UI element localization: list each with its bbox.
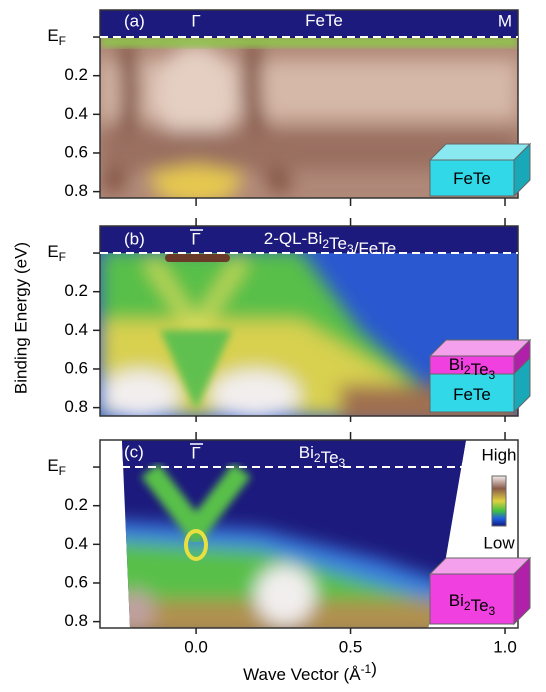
text-part: 2: [322, 237, 329, 251]
gamma-label: Γ: [191, 443, 200, 462]
text-part: Te: [329, 234, 347, 253]
y-tick-label: 0.2: [64, 495, 88, 514]
text-part: 2-QL-Bi: [264, 229, 323, 248]
inset-label: FeTe: [453, 385, 491, 404]
tick-label-part: E: [47, 27, 58, 46]
x-tick-label: 0.0: [184, 637, 208, 656]
panel-tag: (b): [124, 229, 145, 248]
y-tick-label: EF: [47, 27, 66, 49]
x-tick-label: 1.0: [493, 637, 517, 656]
panel-tag: (a): [124, 11, 145, 30]
text-part: FeTe: [453, 385, 491, 404]
panel-frame: [99, 225, 519, 417]
text-part: -1: [361, 662, 372, 676]
text-part: /FeTe: [354, 239, 397, 258]
colorbar-low: Low: [483, 533, 515, 552]
text-part: Te: [471, 596, 489, 615]
text-part: 2: [314, 451, 321, 465]
tick-label-part: E: [47, 457, 58, 476]
text-part: 3: [339, 456, 346, 470]
heatmap-b: [100, 226, 518, 416]
y-tick-label: 0.4: [64, 104, 88, 123]
tick-label-sub: F: [59, 464, 66, 478]
y-tick-label: 0.4: [64, 534, 88, 553]
inset-box: [428, 338, 532, 414]
inset-box: [428, 142, 532, 198]
heatmap-c: [122, 440, 466, 628]
colorbar-high: High: [482, 445, 517, 464]
text-part: 3: [489, 368, 496, 382]
text-part: FeTe: [453, 169, 491, 188]
tick-label-sub: F: [59, 34, 66, 48]
y-tick-label: 0.6: [64, 358, 88, 377]
text-part: 2: [464, 363, 471, 377]
y-tick-label: 0.4: [64, 320, 88, 339]
text-part: FeTe: [305, 11, 343, 30]
y-axis-label: Binding Energy (eV): [11, 242, 30, 394]
panel-title: 2-QL-Bi2Te3/FeTe: [264, 229, 396, 258]
m-label: M: [498, 11, 512, 30]
colorbar: [491, 475, 507, 527]
gamma-label: Γ: [191, 229, 200, 248]
y-tick-label: EF: [47, 243, 66, 265]
y-tick-label: 0.2: [64, 65, 88, 84]
text-part: 3: [489, 604, 496, 618]
y-tick-label: 0.8: [64, 611, 88, 630]
y-tick-label: 0.6: [64, 142, 88, 161]
tick-label-part: E: [47, 243, 58, 262]
tick-label-sub: F: [59, 250, 66, 264]
text-part: Bi: [299, 443, 314, 462]
inset-label: Bi2Te3: [449, 591, 496, 618]
text-part: Te: [321, 448, 339, 467]
inset-label: Bi2Te3: [449, 355, 496, 382]
text-part: Bi: [449, 355, 464, 374]
gamma-label: Γ: [191, 11, 200, 30]
y-tick-label: 0.8: [64, 181, 88, 200]
inset-label: FeTe: [453, 169, 491, 188]
text-part: 3: [347, 242, 354, 256]
panel-title: Bi2Te3: [299, 443, 346, 470]
text-part: 2: [464, 599, 471, 613]
x-axis-label: Wave Vector (Å-1): [243, 659, 377, 684]
panel-frame: [99, 9, 519, 199]
text-part: Wave Vector (Å: [243, 665, 361, 684]
y-tick-label: 0.8: [64, 397, 88, 416]
text-part: ): [371, 659, 377, 678]
y-tick-label: 0.6: [64, 572, 88, 591]
text-part: Te: [471, 360, 489, 379]
y-tick-label: 0.2: [64, 281, 88, 300]
y-tick-label: EF: [47, 457, 66, 479]
panel-tag: (c): [124, 442, 144, 461]
panel-frame: [99, 439, 519, 629]
inset-box: [428, 556, 532, 626]
panel-title: FeTe: [305, 11, 343, 30]
text-part: Bi: [449, 591, 464, 610]
x-tick-label: 0.5: [339, 637, 363, 656]
